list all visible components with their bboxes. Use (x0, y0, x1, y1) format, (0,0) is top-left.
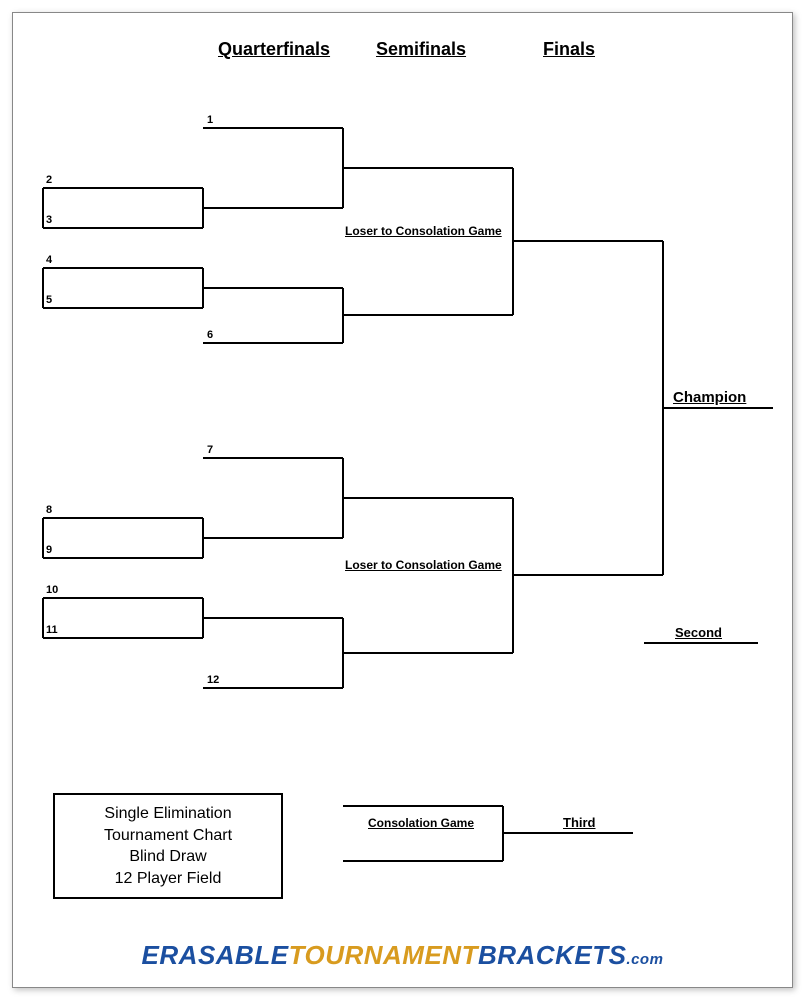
seed-6: 6 (207, 329, 213, 341)
info-line-4: 12 Player Field (69, 868, 267, 890)
annotation-loser-2: Loser to Consolation Game (345, 558, 502, 572)
seed-3: 3 (46, 214, 52, 226)
seed-4: 4 (46, 254, 52, 266)
result-champion: Champion (673, 389, 746, 406)
seed-8: 8 (46, 504, 52, 516)
annotation-loser-1: Loser to Consolation Game (345, 224, 502, 238)
seed-10: 10 (46, 584, 58, 596)
page-root: Quarterfinals Semifinals Finals (0, 0, 805, 1000)
seed-11: 11 (46, 624, 58, 636)
seed-12: 12 (207, 674, 219, 686)
seed-9: 9 (46, 544, 52, 556)
info-line-2: Tournament Chart (69, 825, 267, 847)
logo-part-4: .com (626, 951, 663, 968)
seed-2: 2 (46, 174, 52, 186)
annotation-consolation: Consolation Game (368, 816, 474, 830)
info-line-1: Single Elimination (69, 803, 267, 825)
seed-7: 7 (207, 444, 213, 456)
result-third: Third (563, 815, 596, 830)
seed-5: 5 (46, 294, 52, 306)
logo-part-3: BRACKETS (478, 940, 626, 970)
logo-part-2: TOURNAMENT (289, 940, 478, 970)
result-second: Second (675, 625, 722, 640)
seed-1: 1 (207, 114, 213, 126)
info-line-3: Blind Draw (69, 846, 267, 868)
logo: ERASABLETOURNAMENTBRACKETS.com (13, 940, 792, 971)
document-frame: Quarterfinals Semifinals Finals (12, 12, 793, 988)
logo-part-1: ERASABLE (142, 940, 289, 970)
info-box: Single Elimination Tournament Chart Blin… (53, 793, 283, 899)
